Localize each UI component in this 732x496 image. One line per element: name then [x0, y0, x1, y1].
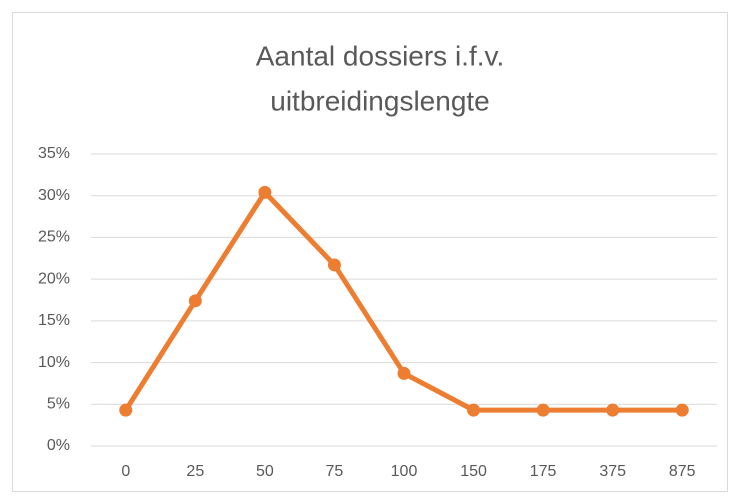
x-tick-label: 50 — [256, 463, 274, 480]
x-tick-label: 150 — [460, 463, 487, 480]
marker — [397, 366, 411, 380]
y-tick-label: 10% — [38, 354, 70, 371]
y-tick-label: 25% — [38, 229, 70, 246]
x-tick-label: 75 — [326, 463, 344, 480]
marker — [258, 185, 272, 199]
marker — [119, 403, 133, 417]
y-tick-label: 5% — [47, 396, 70, 413]
chart-title: uitbreidingslengte — [270, 85, 490, 116]
y-tick-label: 0% — [47, 437, 70, 454]
marker — [536, 403, 550, 417]
marker — [188, 294, 202, 308]
x-tick-label: 175 — [530, 463, 557, 480]
chart-title: Aantal dossiers i.f.v. — [256, 40, 504, 71]
x-tick-label: 100 — [391, 463, 418, 480]
marker — [606, 403, 620, 417]
x-tick-label: 25 — [186, 463, 204, 480]
y-tick-label: 15% — [38, 312, 70, 329]
marker — [675, 403, 689, 417]
y-tick-label: 20% — [38, 270, 70, 287]
x-tick-label: 875 — [669, 463, 696, 480]
x-tick-label: 375 — [599, 463, 626, 480]
x-tick-label: 0 — [121, 463, 130, 480]
marker — [467, 403, 481, 417]
chart-border — [12, 12, 728, 492]
marker — [327, 258, 341, 272]
y-tick-label: 30% — [38, 187, 70, 204]
y-tick-label: 35% — [38, 145, 70, 162]
